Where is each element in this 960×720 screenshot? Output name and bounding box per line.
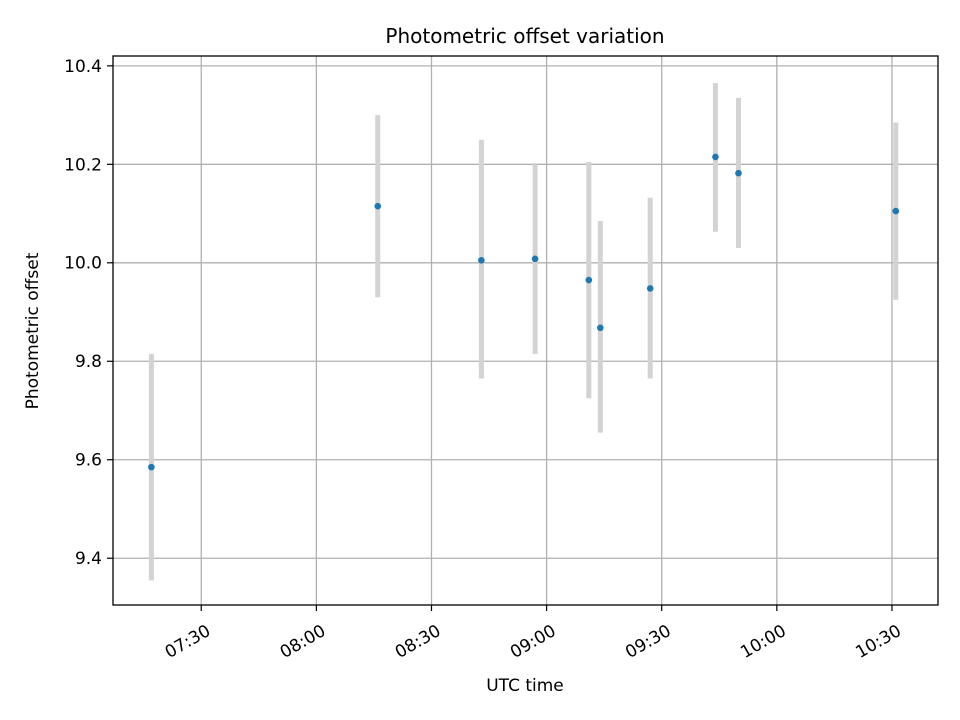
x-axis-label: UTC time [486, 676, 564, 696]
y-tick-label: 10.4 [64, 57, 102, 77]
x-tick-label: 09:30 [622, 621, 674, 663]
data-point [646, 285, 654, 292]
data-point [735, 169, 742, 177]
chart-title: Photometric offset variation [385, 24, 664, 48]
x-tick-label: 08:00 [277, 621, 329, 663]
x-tick-label: 10:30 [852, 621, 904, 663]
y-tick-label: 9.8 [75, 352, 102, 372]
data-point [531, 255, 539, 263]
y-axis-label: Photometric offset [23, 252, 43, 409]
y-tick-label: 9.4 [75, 549, 102, 569]
plot-area-frame [112, 55, 939, 606]
data-point [585, 276, 593, 284]
data-points [148, 153, 900, 471]
error-bars [148, 83, 899, 581]
y-tick-label: 10.0 [64, 254, 102, 274]
data-point [712, 153, 719, 161]
data-point [148, 463, 155, 471]
x-tick-label: 09:00 [507, 621, 559, 663]
grid [113, 56, 938, 605]
data-point [478, 257, 485, 264]
x-tick-label: 08:30 [392, 621, 444, 663]
y-tick-label: 9.6 [75, 451, 102, 471]
x-axis-ticks: 07:30 08:00 08:30 09:00 09:30 10:00 10:30 [162, 605, 905, 663]
x-tick-label: 07:30 [162, 621, 214, 663]
y-tick-label: 10.2 [64, 155, 102, 175]
y-axis-ticks: 9.4 9.6 9.8 10.0 10.2 10.4 [64, 57, 113, 569]
x-tick-label: 10:00 [737, 621, 789, 663]
data-point [597, 324, 604, 332]
data-point [374, 202, 382, 210]
data-point [892, 207, 900, 215]
